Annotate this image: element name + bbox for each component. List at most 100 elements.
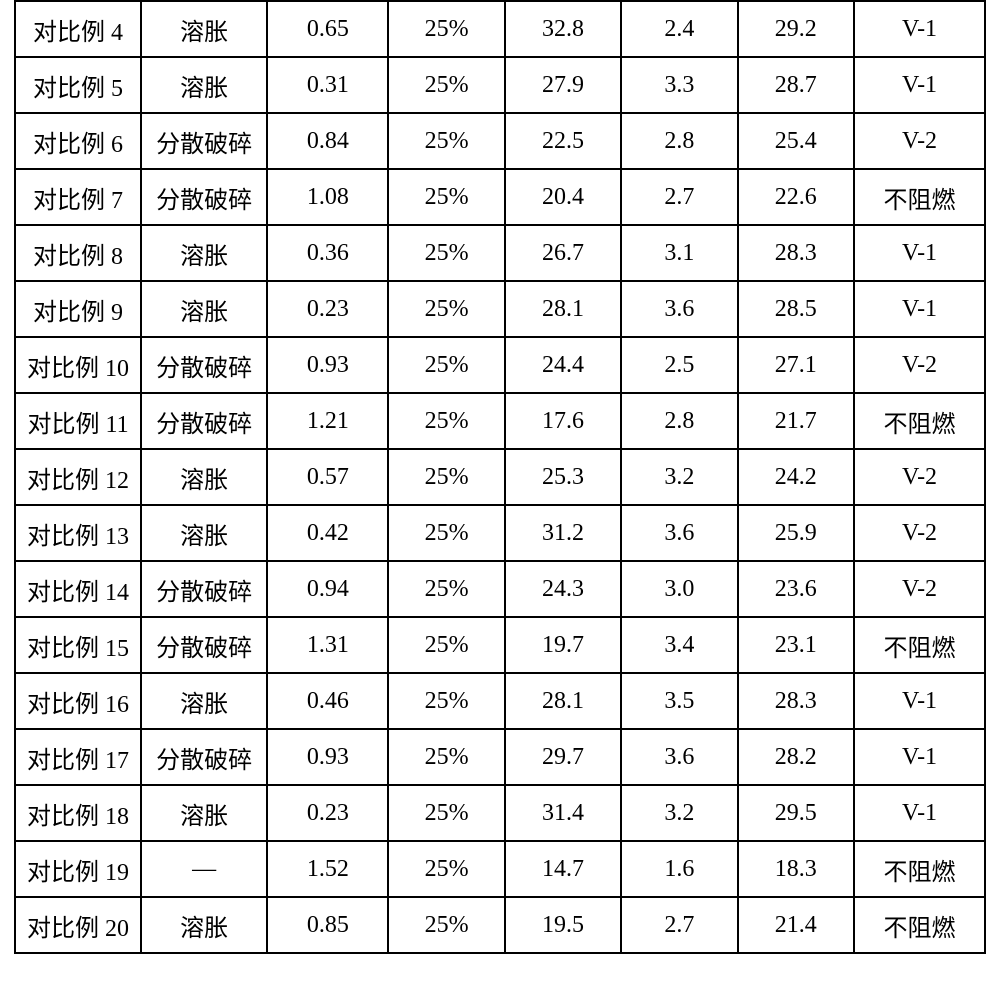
table-cell: 不阻燃 xyxy=(854,169,985,225)
table-cell: 对比例 4 xyxy=(15,1,141,57)
table-cell: 0.23 xyxy=(267,281,388,337)
table-cell: V-2 xyxy=(854,561,985,617)
table-cell: 28.7 xyxy=(738,57,854,113)
table-cell: 1.6 xyxy=(621,841,737,897)
table-cell: 25% xyxy=(388,729,504,785)
table-cell: 1.52 xyxy=(267,841,388,897)
table-cell: 对比例 11 xyxy=(15,393,141,449)
table-cell: V-1 xyxy=(854,729,985,785)
table-cell: 25% xyxy=(388,841,504,897)
table-cell: 21.4 xyxy=(738,897,854,953)
table-cell: 3.6 xyxy=(621,505,737,561)
table-row: 对比例 5溶胀0.3125%27.93.328.7V-1 xyxy=(15,57,985,113)
table-cell: V-2 xyxy=(854,449,985,505)
table-cell: 1.21 xyxy=(267,393,388,449)
table-cell: 32.8 xyxy=(505,1,621,57)
table-cell: 25.3 xyxy=(505,449,621,505)
table-cell: 对比例 12 xyxy=(15,449,141,505)
table-cell: 19.5 xyxy=(505,897,621,953)
table-cell: 3.2 xyxy=(621,449,737,505)
table-cell: 0.93 xyxy=(267,729,388,785)
table-cell: 20.4 xyxy=(505,169,621,225)
table-cell: 24.4 xyxy=(505,337,621,393)
table-row: 对比例 18溶胀0.2325%31.43.229.5V-1 xyxy=(15,785,985,841)
table-cell: 对比例 6 xyxy=(15,113,141,169)
table-cell: 不阻燃 xyxy=(854,617,985,673)
table-cell: 分散破碎 xyxy=(141,617,267,673)
table-cell: 28.5 xyxy=(738,281,854,337)
table-cell: 3.0 xyxy=(621,561,737,617)
table-row: 对比例 15分散破碎1.3125%19.73.423.1不阻燃 xyxy=(15,617,985,673)
table-cell: 19.7 xyxy=(505,617,621,673)
table-cell: V-2 xyxy=(854,113,985,169)
table-cell: 2.8 xyxy=(621,393,737,449)
table-cell: 对比例 10 xyxy=(15,337,141,393)
table-cell: V-1 xyxy=(854,785,985,841)
table-cell: 对比例 9 xyxy=(15,281,141,337)
table-row: 对比例 8溶胀0.3625%26.73.128.3V-1 xyxy=(15,225,985,281)
table-cell: V-1 xyxy=(854,225,985,281)
table-cell: 不阻燃 xyxy=(854,897,985,953)
table-cell: 溶胀 xyxy=(141,785,267,841)
table-row: 对比例 4溶胀0.6525%32.82.429.2V-1 xyxy=(15,1,985,57)
table-cell: 25% xyxy=(388,337,504,393)
table-cell: 3.4 xyxy=(621,617,737,673)
table-cell: 溶胀 xyxy=(141,57,267,113)
table-row: 对比例 20溶胀0.8525%19.52.721.4不阻燃 xyxy=(15,897,985,953)
table-cell: 3.5 xyxy=(621,673,737,729)
table-cell: 对比例 19 xyxy=(15,841,141,897)
table-cell: 3.6 xyxy=(621,729,737,785)
table-cell: 24.2 xyxy=(738,449,854,505)
table-cell: 1.08 xyxy=(267,169,388,225)
table-cell: 不阻燃 xyxy=(854,393,985,449)
table-cell: 0.42 xyxy=(267,505,388,561)
table-row: 对比例 7分散破碎1.0825%20.42.722.6不阻燃 xyxy=(15,169,985,225)
table-cell: 溶胀 xyxy=(141,449,267,505)
table-cell: 0.31 xyxy=(267,57,388,113)
table-cell: — xyxy=(141,841,267,897)
table-cell: 25% xyxy=(388,113,504,169)
table-cell: 25% xyxy=(388,897,504,953)
table-cell: 对比例 16 xyxy=(15,673,141,729)
table-cell: 17.6 xyxy=(505,393,621,449)
table-cell: 3.3 xyxy=(621,57,737,113)
table-row: 对比例 9溶胀0.2325%28.13.628.5V-1 xyxy=(15,281,985,337)
table-cell: 25% xyxy=(388,1,504,57)
table-cell: 分散破碎 xyxy=(141,337,267,393)
data-table: 对比例 4溶胀0.6525%32.82.429.2V-1对比例 5溶胀0.312… xyxy=(14,0,986,954)
table-cell: 26.7 xyxy=(505,225,621,281)
table-cell: 3.6 xyxy=(621,281,737,337)
table-cell: V-1 xyxy=(854,673,985,729)
table-cell: 2.7 xyxy=(621,897,737,953)
table-cell: 25% xyxy=(388,617,504,673)
table-cell: 18.3 xyxy=(738,841,854,897)
table-cell: 25% xyxy=(388,393,504,449)
table-cell: 0.84 xyxy=(267,113,388,169)
table-cell: 溶胀 xyxy=(141,281,267,337)
table-row: 对比例 16溶胀0.4625%28.13.528.3V-1 xyxy=(15,673,985,729)
table-cell: 25.9 xyxy=(738,505,854,561)
table-cell: 31.4 xyxy=(505,785,621,841)
table-cell: 对比例 17 xyxy=(15,729,141,785)
table-row: 对比例 11分散破碎1.2125%17.62.821.7不阻燃 xyxy=(15,393,985,449)
table-row: 对比例 12溶胀0.5725%25.33.224.2V-2 xyxy=(15,449,985,505)
table-cell: 28.3 xyxy=(738,225,854,281)
table-cell: 29.5 xyxy=(738,785,854,841)
table-cell: 对比例 15 xyxy=(15,617,141,673)
table-cell: 0.57 xyxy=(267,449,388,505)
table-cell: 29.2 xyxy=(738,1,854,57)
table-cell: 对比例 13 xyxy=(15,505,141,561)
table-cell: 对比例 18 xyxy=(15,785,141,841)
table-cell: 27.9 xyxy=(505,57,621,113)
table-row: 对比例 14分散破碎0.9425%24.33.023.6V-2 xyxy=(15,561,985,617)
table-cell: 14.7 xyxy=(505,841,621,897)
table-cell: 22.6 xyxy=(738,169,854,225)
table-cell: 对比例 14 xyxy=(15,561,141,617)
table-cell: 不阻燃 xyxy=(854,841,985,897)
table-cell: 25% xyxy=(388,505,504,561)
table-cell: 1.31 xyxy=(267,617,388,673)
table-cell: 31.2 xyxy=(505,505,621,561)
table-cell: 对比例 5 xyxy=(15,57,141,113)
table-cell: 25% xyxy=(388,57,504,113)
table-cell: V-2 xyxy=(854,505,985,561)
